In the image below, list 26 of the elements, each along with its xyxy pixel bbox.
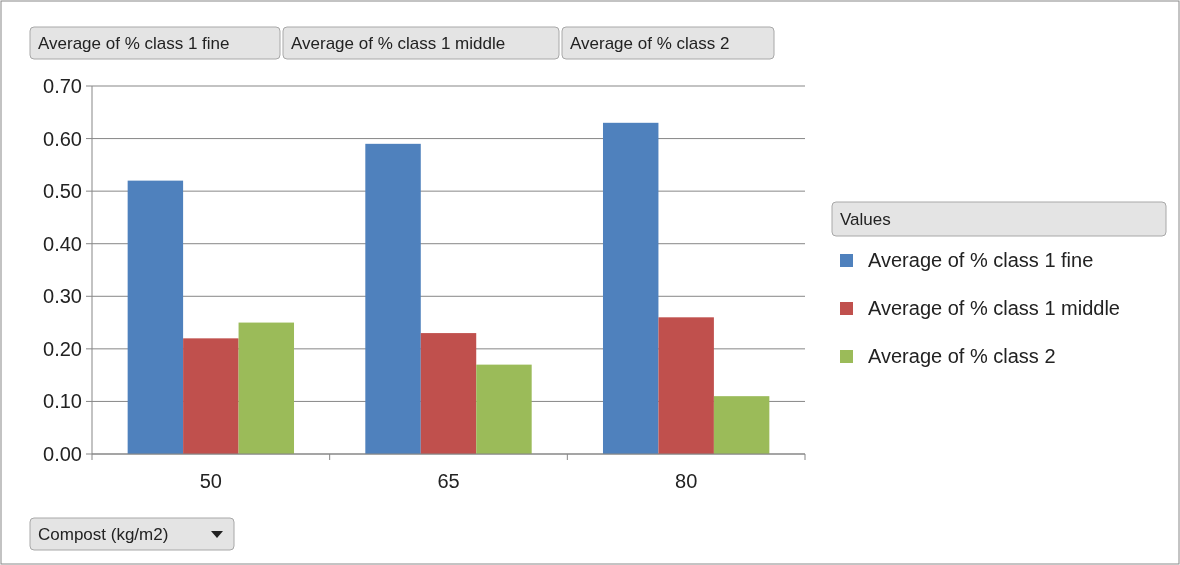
x-tick-label: 50 [199,470,222,492]
bar [476,364,532,454]
x-tick-label: 80 [675,470,698,492]
x-tick-label: 65 [437,470,460,492]
y-tick-label: 0.50 [43,180,82,203]
y-tick-label: 0.30 [43,285,82,308]
bar [365,143,421,454]
y-tick-label: 0.00 [43,443,82,465]
bar [602,122,659,454]
legend-label: Average of % class 1 fine [868,249,1094,271]
y-tick-label: 0.70 [43,75,82,97]
bar [238,322,295,454]
bar [420,333,477,454]
x-axis-title: Compost (kg/m2) [38,525,169,544]
legend-title: Values [840,210,891,229]
y-tick-label: 0.40 [43,232,82,255]
legend-label: Average of % class 1 middle [868,297,1120,319]
legend-label: Average of % class 2 [868,345,1056,367]
field-buttons: Average of % class 1 fine Average of % class 1 middle Average of % class 2 [29,26,775,60]
y-tick-label: 0.20 [43,337,82,360]
bar [713,396,770,454]
bar [183,338,239,454]
y-tick-label: 0.60 [43,127,82,150]
bar [658,317,714,454]
bar [127,180,184,454]
y-tick-label: 0.10 [43,390,82,413]
